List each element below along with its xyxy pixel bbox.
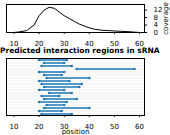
svg-text:20: 20 [35,123,44,131]
html-text:Predicted interaction regions: Predicted interaction regions in sRNA [0,46,160,55]
svg-text:40: 40 [85,40,94,46]
svg-text:60: 60 [135,123,144,131]
svg-text:20: 20 [35,40,44,46]
svg-text:8: 8 [154,14,158,22]
svg-text:50: 50 [110,123,119,131]
svg-text:position: position [62,128,90,135]
svg-text:10: 10 [10,123,19,131]
svg-text:10: 10 [10,40,19,46]
svg-text:12: 12 [153,6,163,15]
svg-text:30: 30 [60,40,69,46]
svg-text:60: 60 [135,40,144,46]
svg-text:50: 50 [110,40,119,46]
svg-text:4: 4 [154,21,159,29]
svg-text:0: 0 [154,29,158,37]
svg-text:coverage: coverage [162,2,170,35]
